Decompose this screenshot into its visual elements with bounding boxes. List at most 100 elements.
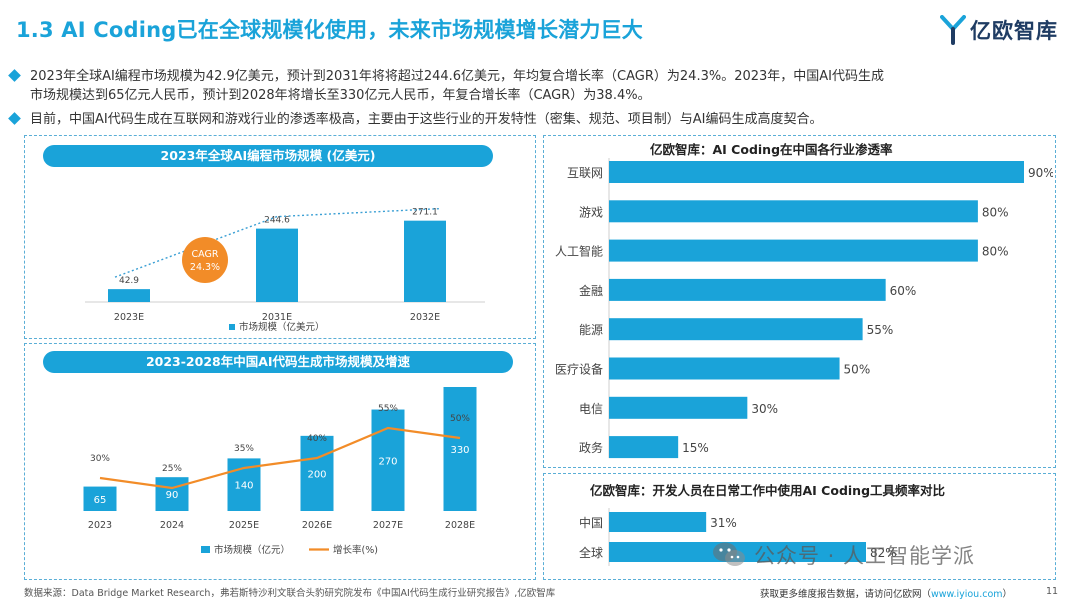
value-label: 90% — [1028, 166, 1053, 180]
value-label: 42.9 — [119, 276, 139, 286]
growth-rate-label: 55% — [378, 404, 398, 414]
bullet-1: 2023年全球AI编程市场规模为42.9亿美元，预计到2031年将将超过244.… — [8, 67, 1050, 105]
bar-value-label: 140 — [234, 481, 253, 492]
bar-2028E — [443, 387, 477, 511]
bar-2032E — [404, 220, 446, 302]
bar-能源 — [609, 318, 863, 341]
growth-rate-label: 50% — [450, 414, 470, 424]
growth-rate-label: 25% — [162, 464, 182, 474]
category-label: 人工智能 — [555, 244, 603, 259]
panel-global-market: 2023年全球AI编程市场规模 (亿美元) 42.9 2023E 244.6 2031… — [24, 135, 536, 339]
bar-value-label: 270 — [378, 456, 397, 467]
logo-mark-icon — [940, 15, 966, 45]
x-tick-label: 2026E — [302, 520, 332, 531]
trend-line — [114, 207, 440, 278]
bar-人工智能 — [609, 239, 978, 262]
bar-2023E — [108, 289, 150, 302]
cagr-label: CAGR — [192, 249, 219, 260]
category-label: 互联网 — [567, 166, 603, 180]
category-label: 医疗设备 — [555, 363, 603, 377]
value-label: 80% — [982, 245, 1009, 259]
bar-value-label: 65 — [94, 495, 107, 506]
bar-互联网 — [609, 161, 1024, 183]
bar-游戏 — [609, 200, 978, 223]
chart-industry-penetration: 互联网 90% 游戏 80% 人工智能 80% 金融 60% 能源 55% 医疗设备 50% 电信 30%… — [555, 158, 1053, 459]
wechat-watermark: 公众号 · 人工智能学派 — [712, 540, 975, 570]
value-label: 55% — [867, 323, 894, 337]
category-label: 全球 — [579, 545, 603, 560]
bar-2024 — [155, 477, 189, 511]
panel-usage-frequency: 亿欧智库：开发人员在日常工作中使用AI Coding工具频率对比 中国 31% 全球… — [543, 473, 1056, 580]
value-label: 15% — [682, 441, 709, 455]
bar-2026E — [300, 435, 334, 511]
chart-3-title: 亿欧智库：AI Coding在中国各行业渗透率 — [650, 142, 893, 157]
wechat-icon — [713, 542, 745, 566]
brand-logo: 亿欧智库 — [940, 12, 1058, 48]
more-reports-note: 获取更多维度报告数据，请访问亿欧网（www.iyiou.com） — [760, 586, 1012, 600]
cagr-bubble — [182, 237, 228, 283]
x-tick-label: 2032E — [410, 312, 440, 323]
value-label: 80% — [982, 205, 1009, 219]
value-label: 31% — [710, 516, 737, 530]
iyiou-link[interactable]: www.iyiou.com — [931, 589, 1003, 600]
legend-swatch-bar — [201, 546, 210, 553]
bar-金融 — [609, 278, 886, 301]
bar-value-label: 200 — [307, 469, 326, 480]
chart-global-market: 42.9 2023E 244.6 2031E 271.1 2032E CAGR 24.3% 市场… — [85, 207, 485, 333]
category-label: 中国 — [579, 515, 603, 530]
panel-industry-penetration: 亿欧智库：AI Coding在中国各行业渗透率 互联网 90% 游戏 80% 人工智能 8… — [543, 135, 1056, 468]
panel-china-market: 2023-2028年中国AI代码生成市场规模及增速 65 2023 90 2024 14… — [24, 343, 536, 580]
page-number: 11 — [1046, 586, 1059, 597]
bullet-diamond-icon — [8, 69, 21, 82]
x-tick-label: 2023E — [114, 312, 144, 323]
bar-中国 — [609, 512, 707, 532]
bar-value-label: 330 — [450, 445, 469, 456]
bullet-1-line-2: 市场规模达到65亿元人民币，预计到2028年将增长至330亿元人民币，年复合增长… — [30, 88, 651, 103]
bar-value-label: 90 — [166, 490, 179, 501]
value-label: 50% — [844, 363, 871, 377]
legend-swatch — [229, 324, 235, 330]
bar-电信 — [609, 396, 748, 419]
x-tick-label: 2024 — [160, 520, 184, 531]
chart-china-market: 65 2023 90 2024 140 2025E 200 2026E 270 2027E 330 2… — [83, 387, 477, 556]
legend-label-line: 增长率(%) — [333, 544, 378, 556]
value-label: 244.6 — [264, 216, 290, 226]
category-label: 能源 — [579, 323, 603, 337]
value-label: 30% — [751, 402, 778, 416]
cagr-value: 24.3% — [190, 262, 220, 273]
more-reports-suffix: ） — [1002, 589, 1013, 600]
category-label: 电信 — [579, 402, 603, 416]
chart-2-title: 2023-2028年中国AI代码生成市场规模及增速 — [43, 351, 513, 373]
x-tick-label: 2025E — [229, 520, 259, 531]
bar-2031E — [256, 228, 298, 302]
logo-text: 亿欧智库 — [970, 19, 1058, 43]
watermark-text: 公众号 · 人工智能学派 — [754, 544, 976, 568]
bar-2027E — [371, 409, 405, 511]
bullet-1-line-1: 2023年全球AI编程市场规模为42.9亿美元，预计到2031年将将超过244.… — [30, 69, 885, 84]
category-label: 政务 — [579, 440, 603, 455]
value-label: 271.1 — [412, 208, 438, 218]
more-reports-prefix: 获取更多维度报告数据，请访问亿欧网（ — [760, 589, 932, 600]
legend-label: 市场规模（亿美元） — [239, 321, 325, 333]
category-label: 游戏 — [579, 205, 603, 219]
legend-label-bar: 市场规模（亿元） — [214, 544, 290, 556]
bar-政务 — [609, 436, 679, 459]
bullet-2-line-1: 目前，中国AI代码生成在互联网和游戏行业的渗透率极高，主要由于这些行业的开发特性… — [30, 112, 823, 127]
x-tick-label: 2031E — [262, 312, 292, 323]
bullet-2: 目前，中国AI代码生成在互联网和游戏行业的渗透率极高，主要由于这些行业的开发特性… — [8, 110, 1050, 129]
growth-rate-label: 40% — [307, 434, 327, 444]
source-note: 数据来源：Data Bridge Market Research，弗若斯特沙利文… — [24, 588, 556, 599]
x-tick-label: 2027E — [373, 520, 403, 531]
x-tick-label: 2028E — [445, 520, 475, 531]
value-label: 82% — [870, 546, 897, 560]
bullet-diamond-icon — [8, 112, 21, 125]
bar-医疗设备 — [609, 357, 840, 380]
x-tick-label: 2023 — [88, 520, 112, 531]
value-label: 60% — [890, 284, 917, 298]
growth-rate-line — [99, 426, 461, 490]
chart-1-title: 2023年全球AI编程市场规模 (亿美元) — [43, 145, 493, 167]
growth-rate-label: 30% — [90, 454, 110, 464]
category-label: 金融 — [579, 283, 603, 298]
chart-4-title: 亿欧智库：开发人员在日常工作中使用AI Coding工具频率对比 — [590, 483, 946, 498]
bar-2023 — [83, 486, 117, 511]
